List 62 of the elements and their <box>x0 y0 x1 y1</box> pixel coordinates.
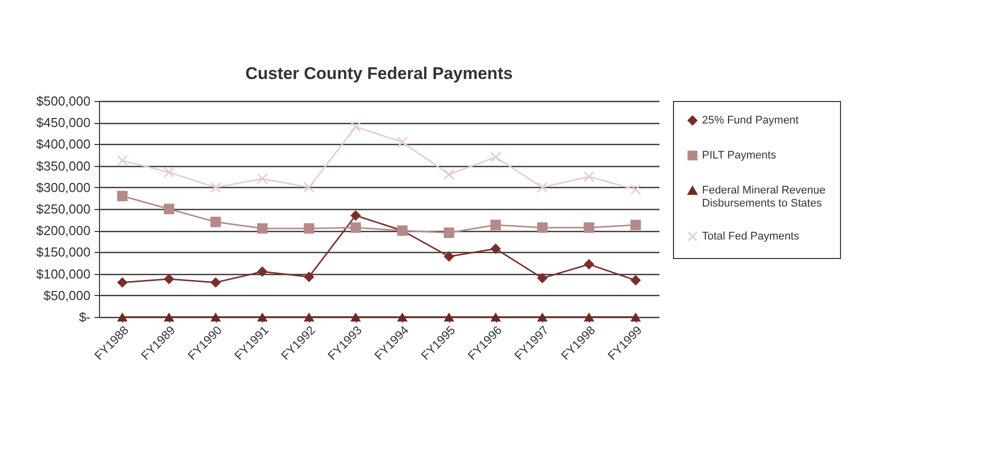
y-tick-label: $- <box>78 310 90 324</box>
point <box>584 259 594 270</box>
point <box>256 173 268 184</box>
point <box>304 223 314 234</box>
point <box>116 155 128 166</box>
point <box>444 251 454 262</box>
point <box>304 182 314 193</box>
point <box>117 277 128 288</box>
point <box>350 222 361 233</box>
point <box>630 220 641 230</box>
point <box>584 222 594 233</box>
point <box>537 312 548 322</box>
point <box>537 272 548 284</box>
chart-title: Custer County Federal Payments <box>245 64 513 83</box>
point <box>444 228 454 238</box>
legend-label: Total Fed Payments <box>702 230 800 242</box>
point <box>630 275 641 286</box>
y-tick-label: $500,000 <box>36 94 90 108</box>
y-tick-label: $100,000 <box>36 266 90 282</box>
point <box>117 312 128 322</box>
point <box>164 274 174 284</box>
point <box>584 171 594 182</box>
point <box>490 220 501 230</box>
point <box>304 272 314 282</box>
point <box>350 312 361 322</box>
point <box>630 184 642 196</box>
point <box>304 312 314 322</box>
y-tick-label: $300,000 <box>36 180 90 195</box>
point <box>444 168 454 180</box>
point <box>584 312 594 322</box>
point <box>257 223 268 234</box>
point <box>164 204 174 214</box>
point <box>257 312 268 322</box>
y-tick-label: $450,000 <box>36 115 90 130</box>
point <box>117 190 128 202</box>
legend-label: Federal Mineral Revenue Disbursements to States <box>702 184 826 210</box>
legend-label: PILT Payments <box>702 150 777 162</box>
point <box>630 312 641 322</box>
point <box>537 222 548 233</box>
legend-label: 25% Fund Payment <box>702 114 799 126</box>
point <box>257 266 268 277</box>
point <box>350 121 362 132</box>
point <box>210 182 222 193</box>
point <box>396 136 408 148</box>
y-tick-label: $250,000 <box>36 202 90 216</box>
point <box>490 152 502 163</box>
point <box>210 312 221 322</box>
point <box>164 166 174 178</box>
y-tick-label: $200,000 <box>36 223 90 238</box>
point <box>164 312 174 322</box>
point <box>490 244 501 254</box>
y-tick-label: $350,000 <box>36 158 90 174</box>
point <box>350 210 361 221</box>
point <box>210 277 221 288</box>
y-tick-label: $50,000 <box>44 288 90 303</box>
y-tick-label: $400,000 <box>36 136 90 152</box>
y-tick-label: $150,000 <box>36 244 90 260</box>
point <box>490 312 501 322</box>
point <box>397 312 408 322</box>
point <box>444 312 454 322</box>
point <box>536 182 548 193</box>
point <box>210 216 221 228</box>
